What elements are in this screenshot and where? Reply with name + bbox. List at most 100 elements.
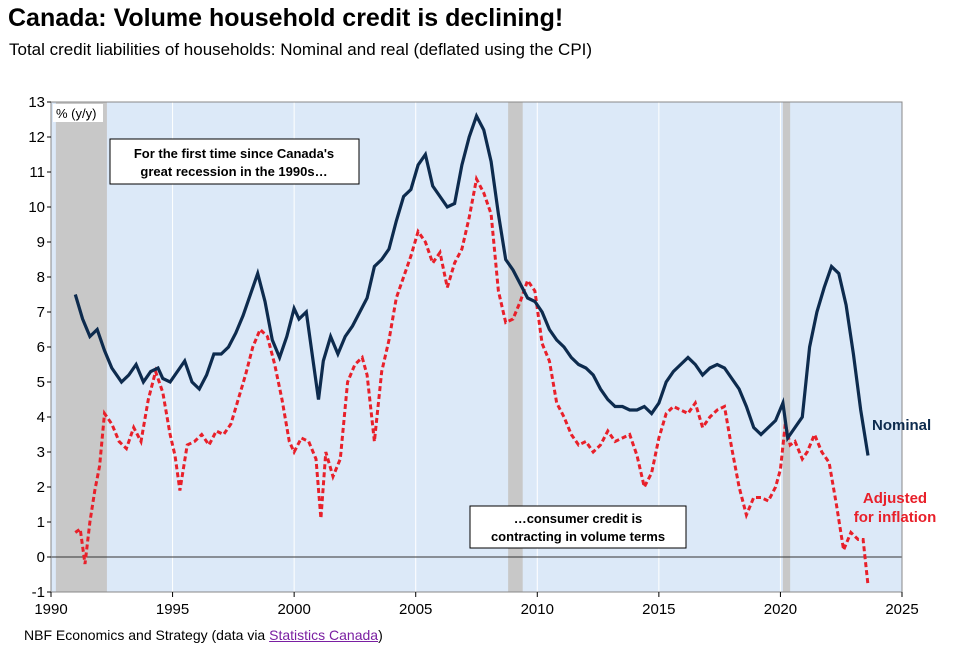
point-nominal — [220, 353, 222, 355]
point-nominal — [235, 332, 237, 334]
y-tick-label: 0 — [37, 549, 45, 566]
point-real — [813, 433, 815, 435]
point-real — [828, 461, 830, 463]
point-real — [259, 328, 261, 330]
point-nominal — [687, 356, 689, 358]
point-nominal — [81, 318, 83, 320]
point-nominal — [191, 381, 193, 383]
point-nominal — [257, 272, 259, 274]
point-real — [332, 475, 334, 477]
x-tick-label: 2010 — [521, 601, 554, 618]
y-tick-label: 12 — [28, 129, 45, 146]
statistics-canada-link[interactable]: Statistics Canada — [269, 627, 379, 643]
point-nominal — [264, 300, 266, 302]
point-real — [585, 440, 587, 442]
point-real — [354, 363, 356, 365]
point-nominal — [205, 374, 207, 376]
point-nominal — [709, 367, 711, 369]
point-nominal — [446, 206, 448, 208]
point-real — [274, 363, 276, 365]
point-real — [636, 454, 638, 456]
point-nominal — [490, 160, 492, 162]
point-real — [577, 444, 579, 446]
point-nominal — [150, 370, 152, 372]
point-real — [821, 451, 823, 453]
point-nominal — [650, 412, 652, 414]
y-tick-label: 9 — [37, 234, 45, 251]
point-real — [179, 489, 181, 491]
point-nominal — [599, 388, 601, 390]
y-tick-label: 13 — [28, 94, 45, 111]
point-real — [621, 437, 623, 439]
point-real — [174, 454, 176, 456]
point-real — [147, 398, 149, 400]
point-nominal — [801, 416, 803, 418]
point-nominal — [128, 374, 130, 376]
point-real — [687, 412, 689, 414]
point-real — [490, 213, 492, 215]
x-axis: 1990 1995 2000 2005 2010 2015 2020 2025 — [34, 592, 919, 618]
point-nominal — [184, 360, 186, 362]
point-real — [694, 402, 696, 404]
point-real — [556, 402, 558, 404]
point-real — [222, 433, 224, 435]
point-real — [94, 489, 96, 491]
point-real — [424, 241, 426, 243]
point-nominal — [519, 283, 521, 285]
point-real — [774, 486, 776, 488]
point-nominal — [142, 381, 144, 383]
point-nominal — [111, 367, 113, 369]
point-nominal — [305, 311, 307, 313]
point-real — [388, 339, 390, 341]
point-nominal — [672, 370, 674, 372]
point-nominal — [74, 293, 76, 295]
point-nominal — [227, 346, 229, 348]
point-nominal — [322, 360, 324, 362]
x-tick-label: 2015 — [642, 601, 675, 618]
point-real — [89, 521, 91, 523]
point-real — [738, 486, 740, 488]
point-nominal — [312, 363, 314, 365]
point-real — [373, 440, 375, 442]
point-nominal — [701, 374, 703, 376]
point-nominal — [96, 328, 98, 330]
y-tick-label: 3 — [37, 444, 45, 461]
point-nominal — [329, 335, 331, 337]
point-nominal — [760, 433, 762, 435]
point-real — [665, 412, 667, 414]
point-nominal — [830, 265, 832, 267]
point-real — [753, 496, 755, 498]
point-nominal — [592, 374, 594, 376]
legend-label-real-line2: for inflation — [854, 509, 937, 526]
point-nominal — [774, 419, 776, 421]
point-real — [650, 472, 652, 474]
point-nominal — [716, 363, 718, 365]
point-nominal — [643, 405, 645, 407]
point-real — [193, 440, 195, 442]
point-real — [548, 360, 550, 362]
point-nominal — [410, 188, 412, 190]
point-real — [237, 398, 239, 400]
point-nominal — [738, 388, 740, 390]
point-real — [731, 447, 733, 449]
point-real — [162, 391, 164, 393]
point-nominal — [723, 367, 725, 369]
point-nominal — [344, 335, 346, 337]
point-nominal — [424, 153, 426, 155]
point-real — [505, 321, 507, 323]
point-nominal — [417, 164, 419, 166]
point-nominal — [860, 409, 862, 411]
point-nominal — [298, 318, 300, 320]
point-nominal — [745, 405, 747, 407]
point-real — [417, 230, 419, 232]
point-real — [186, 444, 188, 446]
point-nominal — [89, 335, 91, 337]
point-nominal — [381, 258, 383, 260]
point-nominal — [621, 405, 623, 407]
y-tick-label: -1 — [32, 584, 45, 601]
legend-label-real-line1: Adjusted — [863, 490, 927, 507]
x-tick-label: 1995 — [156, 601, 189, 618]
point-real — [857, 538, 859, 540]
